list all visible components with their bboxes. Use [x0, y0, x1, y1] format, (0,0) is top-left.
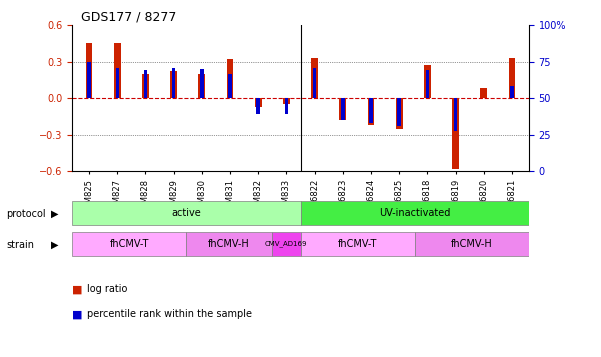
Bar [508, 58, 516, 98]
Bar [424, 65, 431, 98]
Bar [341, 98, 344, 120]
Bar [397, 98, 401, 126]
Bar [142, 74, 149, 98]
FancyBboxPatch shape [186, 232, 272, 256]
Bar [114, 43, 121, 98]
Bar [144, 70, 147, 98]
Bar [228, 74, 232, 98]
Text: log ratio: log ratio [87, 284, 127, 294]
Bar [255, 98, 261, 107]
FancyBboxPatch shape [272, 232, 300, 256]
Text: GDS177 / 8277: GDS177 / 8277 [81, 11, 177, 24]
Bar [285, 98, 288, 114]
Bar [426, 70, 429, 98]
Text: percentile rank within the sample: percentile rank within the sample [87, 309, 252, 319]
FancyBboxPatch shape [72, 201, 300, 225]
Bar [172, 68, 175, 98]
Bar [454, 98, 457, 131]
Bar [85, 43, 93, 98]
Bar [340, 98, 346, 120]
Bar [313, 68, 316, 98]
Text: active: active [171, 208, 201, 218]
Text: ▶: ▶ [51, 240, 58, 250]
Bar [510, 86, 514, 98]
Text: ■: ■ [72, 284, 82, 294]
Bar [368, 98, 374, 125]
Text: fhCMV-H: fhCMV-H [451, 238, 493, 249]
Bar [227, 59, 233, 98]
Text: CMV_AD169: CMV_AD169 [265, 240, 308, 247]
Bar [480, 89, 487, 98]
Bar [200, 69, 204, 98]
Bar [257, 98, 260, 114]
Text: strain: strain [6, 240, 34, 250]
Bar [395, 98, 403, 129]
FancyBboxPatch shape [415, 232, 529, 256]
Bar [198, 74, 206, 98]
Bar [283, 98, 290, 104]
Bar [369, 98, 373, 122]
Text: fhCMV-T: fhCMV-T [109, 238, 149, 249]
Text: fhCMV-T: fhCMV-T [338, 238, 377, 249]
FancyBboxPatch shape [300, 201, 529, 225]
FancyBboxPatch shape [300, 232, 415, 256]
Text: ■: ■ [72, 309, 82, 319]
Bar [452, 98, 459, 169]
Bar [311, 58, 318, 98]
Text: ▶: ▶ [51, 209, 58, 219]
Text: fhCMV-H: fhCMV-H [209, 238, 250, 249]
Bar [87, 62, 91, 98]
Bar [170, 71, 177, 98]
Text: UV-inactivated: UV-inactivated [379, 208, 450, 218]
Bar [115, 68, 119, 98]
FancyBboxPatch shape [72, 232, 186, 256]
Text: protocol: protocol [6, 209, 46, 219]
